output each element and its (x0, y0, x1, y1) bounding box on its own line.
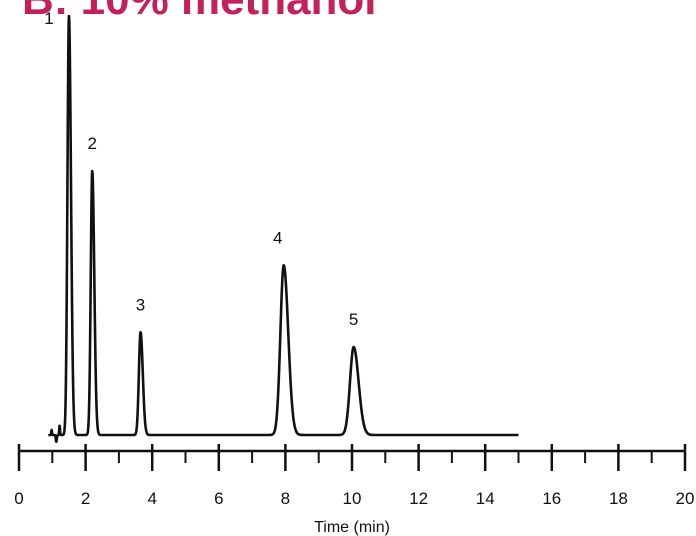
chart-title: B: 10% methanol (22, 0, 377, 26)
x-tick-label: 20 (676, 489, 695, 508)
peak-label-5: 5 (349, 310, 358, 329)
x-tick-label: 10 (343, 489, 362, 508)
x-tick-label: 12 (409, 489, 428, 508)
peak-labels: 1 2 3 4 5 (44, 9, 358, 329)
x-tick-label: 2 (81, 489, 90, 508)
x-axis: 0 2 4 6 8 10 12 14 16 18 20 (14, 444, 694, 508)
peak-label-4: 4 (273, 228, 282, 247)
x-tick-label: 18 (609, 489, 628, 508)
x-tick-label: 0 (14, 489, 23, 508)
peak-label-2: 2 (88, 134, 97, 153)
x-tick-label: 14 (476, 489, 495, 508)
x-tick-label: 8 (281, 489, 290, 508)
peak-label-3: 3 (136, 295, 145, 314)
x-axis-label: Time (min) (314, 519, 390, 536)
x-tick-label: 16 (542, 489, 561, 508)
x-tick-label: 4 (147, 489, 156, 508)
chromatogram-trace (47, 14, 520, 443)
peak-label-1: 1 (44, 9, 53, 28)
x-tick-label: 6 (214, 489, 223, 508)
